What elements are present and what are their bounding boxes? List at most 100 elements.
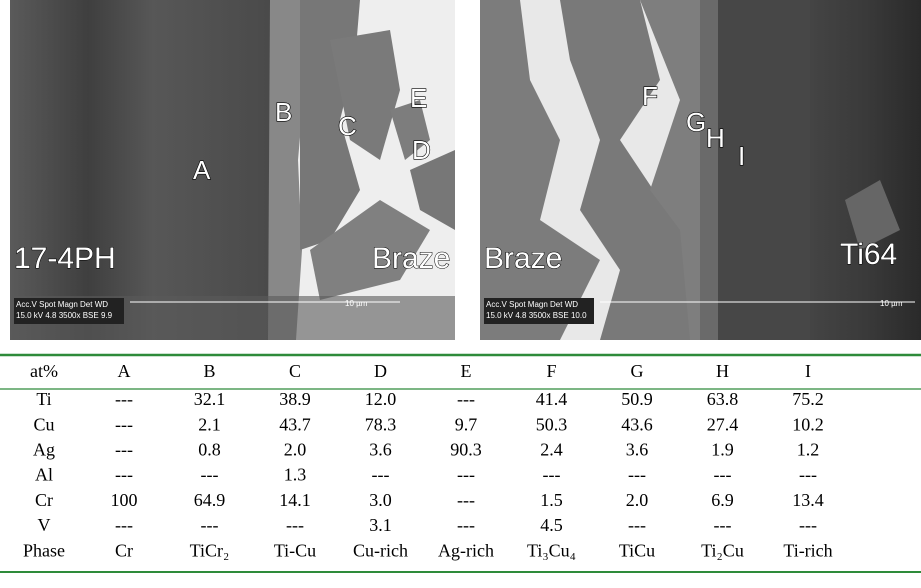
sample-label: 17-4PH bbox=[14, 242, 116, 275]
info-line: 15.0 kV 4.8 3500x BSE 9.9 bbox=[16, 311, 113, 320]
header-cell: at% bbox=[30, 361, 58, 381]
table-cell: 100 bbox=[111, 490, 138, 510]
row-label: Phase bbox=[23, 540, 65, 560]
point-label: E bbox=[410, 83, 427, 113]
point-label: G bbox=[686, 107, 706, 137]
table-cell: 1.9 bbox=[711, 440, 734, 460]
table-cell: --- bbox=[286, 515, 304, 535]
header-cell: F bbox=[546, 361, 556, 381]
table-cell: 3.1 bbox=[369, 515, 392, 535]
table-cell: 12.0 bbox=[365, 389, 397, 409]
scale-label: 10 µm bbox=[880, 299, 903, 308]
table-cell: 3.6 bbox=[369, 440, 392, 460]
table-cell: 3.6 bbox=[626, 440, 649, 460]
table-cell: 38.9 bbox=[279, 389, 311, 409]
row-label: Ti bbox=[36, 389, 51, 409]
row-label: Ag bbox=[33, 440, 55, 460]
table-cell: 2.0 bbox=[284, 440, 307, 460]
table-cell: 43.7 bbox=[279, 414, 311, 434]
table-cell: 32.1 bbox=[194, 389, 226, 409]
sample-label: Ti64 bbox=[840, 238, 897, 271]
table-cell: --- bbox=[115, 389, 133, 409]
table-cell: --- bbox=[372, 465, 390, 485]
header-cell: E bbox=[461, 361, 472, 381]
point-label: D bbox=[412, 135, 431, 165]
table-cell: 90.3 bbox=[450, 440, 482, 460]
table-cell: Ti₃Cu₄ bbox=[527, 540, 576, 560]
table-cell: 27.4 bbox=[707, 414, 739, 434]
table-cell: 78.3 bbox=[365, 414, 397, 434]
table-cell: --- bbox=[201, 465, 219, 485]
point-label: C bbox=[338, 111, 357, 141]
row-label: Cu bbox=[33, 414, 54, 434]
header-cell: C bbox=[289, 361, 301, 381]
table-cell: --- bbox=[628, 465, 646, 485]
table-cell: Ag-rich bbox=[438, 540, 494, 560]
table-cell: --- bbox=[799, 515, 817, 535]
point-label: B bbox=[275, 97, 292, 127]
sem-image-left bbox=[10, 0, 455, 340]
table-cell: --- bbox=[799, 465, 817, 485]
row-label: V bbox=[38, 515, 51, 535]
table-cell: 2.1 bbox=[198, 414, 221, 434]
table-cell: --- bbox=[115, 515, 133, 535]
point-label: A bbox=[193, 155, 211, 185]
table-cell: --- bbox=[115, 414, 133, 434]
table-cell: 41.4 bbox=[536, 389, 568, 409]
table-cell: TiCr₂ bbox=[190, 540, 230, 560]
table-cell: Ti-rich bbox=[783, 540, 832, 560]
region-label: Braze bbox=[484, 242, 562, 275]
table-cell: 2.0 bbox=[626, 490, 649, 510]
row-label: Cr bbox=[35, 490, 53, 510]
region-label: Braze bbox=[372, 242, 450, 275]
table-cell: --- bbox=[115, 440, 133, 460]
table-cell: 2.4 bbox=[540, 440, 563, 460]
table-cell: 50.9 bbox=[621, 389, 653, 409]
table-cell: 10.2 bbox=[792, 414, 824, 434]
info-line: Acc.V Spot Magn Det WD bbox=[16, 300, 108, 309]
point-label: H bbox=[706, 123, 725, 153]
header-cell: I bbox=[805, 361, 811, 381]
info-line: 15.0 kV 4.8 3500x BSE 10.0 bbox=[486, 311, 587, 320]
table-cell: Ti-Cu bbox=[274, 540, 316, 560]
table-cell: --- bbox=[714, 465, 732, 485]
table-cell: --- bbox=[628, 515, 646, 535]
table-cell: 64.9 bbox=[194, 490, 226, 510]
table-cell: 14.1 bbox=[279, 490, 311, 510]
table-cell: --- bbox=[457, 490, 475, 510]
table-cell: 1.5 bbox=[540, 490, 563, 510]
table-cell: 50.3 bbox=[536, 414, 568, 434]
table-cell: 13.4 bbox=[792, 490, 824, 510]
point-label: F bbox=[642, 81, 658, 111]
table-cell: --- bbox=[457, 465, 475, 485]
table-cell: --- bbox=[115, 465, 133, 485]
table-cell: 1.2 bbox=[797, 440, 820, 460]
row-label: Al bbox=[35, 465, 53, 485]
table-cell: 1.3 bbox=[284, 465, 307, 485]
header-cell: B bbox=[203, 361, 215, 381]
scale-label: 10 µm bbox=[345, 299, 368, 308]
table-cell: --- bbox=[457, 515, 475, 535]
table-cell: --- bbox=[201, 515, 219, 535]
header-cell: A bbox=[118, 361, 131, 381]
table-cell: 4.5 bbox=[540, 515, 563, 535]
sem-image-right bbox=[480, 0, 921, 340]
table-cell: 3.0 bbox=[369, 490, 392, 510]
header-cell: D bbox=[374, 361, 387, 381]
point-label: I bbox=[738, 141, 745, 171]
header-cell: G bbox=[631, 361, 644, 381]
header-cell: H bbox=[716, 361, 729, 381]
table-cell: --- bbox=[457, 389, 475, 409]
table-cell: --- bbox=[543, 465, 561, 485]
table-cell: TiCu bbox=[619, 540, 655, 560]
table-cell: 75.2 bbox=[792, 389, 824, 409]
table-cell: 43.6 bbox=[621, 414, 653, 434]
table-cell: 63.8 bbox=[707, 389, 739, 409]
table-cell: --- bbox=[714, 515, 732, 535]
table-cell: 0.8 bbox=[198, 440, 221, 460]
table-cell: Cr bbox=[115, 540, 133, 560]
table-cell: 6.9 bbox=[711, 490, 734, 510]
table-cell: Ti₂Cu bbox=[701, 540, 744, 560]
